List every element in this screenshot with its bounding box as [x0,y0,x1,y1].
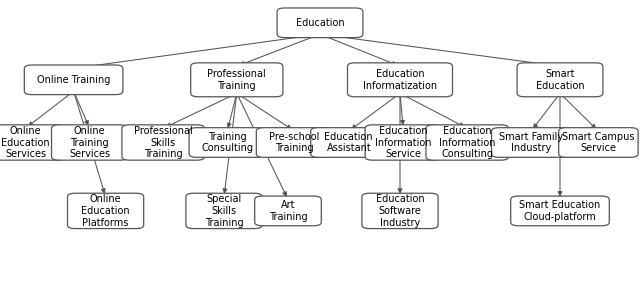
FancyBboxPatch shape [426,125,509,160]
Text: Online
Education
Platforms: Online Education Platforms [81,194,130,227]
Text: Smart Education
Cloud-platform: Smart Education Cloud-platform [520,200,600,222]
FancyBboxPatch shape [122,125,205,160]
Text: Professional
Skills
Training: Professional Skills Training [134,126,193,159]
FancyBboxPatch shape [191,63,283,97]
Text: Art
Training: Art Training [269,200,307,222]
Text: Education
Software
Industry: Education Software Industry [376,194,424,227]
Text: Pre-school
Training: Pre-school Training [269,132,319,153]
FancyBboxPatch shape [348,63,452,97]
FancyBboxPatch shape [189,128,265,157]
Text: Smart Family
Industry: Smart Family Industry [499,132,563,153]
Text: Online
Education
Services: Online Education Services [1,126,50,159]
FancyBboxPatch shape [492,128,571,157]
Text: Education
Information
Consulting: Education Information Consulting [439,126,495,159]
FancyBboxPatch shape [517,63,603,97]
FancyBboxPatch shape [255,196,321,226]
Text: Education
Assistant: Education Assistant [324,132,373,153]
FancyBboxPatch shape [186,193,262,229]
FancyBboxPatch shape [277,8,363,38]
FancyBboxPatch shape [256,128,333,157]
Text: Special
Skills
Training: Special Skills Training [205,194,243,227]
FancyBboxPatch shape [311,128,387,157]
FancyBboxPatch shape [362,193,438,229]
Text: Smart Campus
Service: Smart Campus Service [562,132,635,153]
FancyBboxPatch shape [0,125,63,160]
FancyBboxPatch shape [559,128,638,157]
FancyBboxPatch shape [52,125,128,160]
FancyBboxPatch shape [511,196,609,226]
FancyBboxPatch shape [24,65,123,95]
Text: Education: Education [296,18,344,28]
Text: Online Training: Online Training [37,75,110,85]
FancyBboxPatch shape [68,193,144,229]
Text: Education
Information
Service: Education Information Service [375,126,431,159]
Text: Education
Informatization: Education Informatization [363,69,437,91]
Text: Professional
Training: Professional Training [207,69,266,91]
Text: Training
Consulting: Training Consulting [201,132,253,153]
Text: Online
Training
Services: Online Training Services [69,126,110,159]
Text: Smart
Education: Smart Education [536,69,584,91]
FancyBboxPatch shape [365,125,442,160]
